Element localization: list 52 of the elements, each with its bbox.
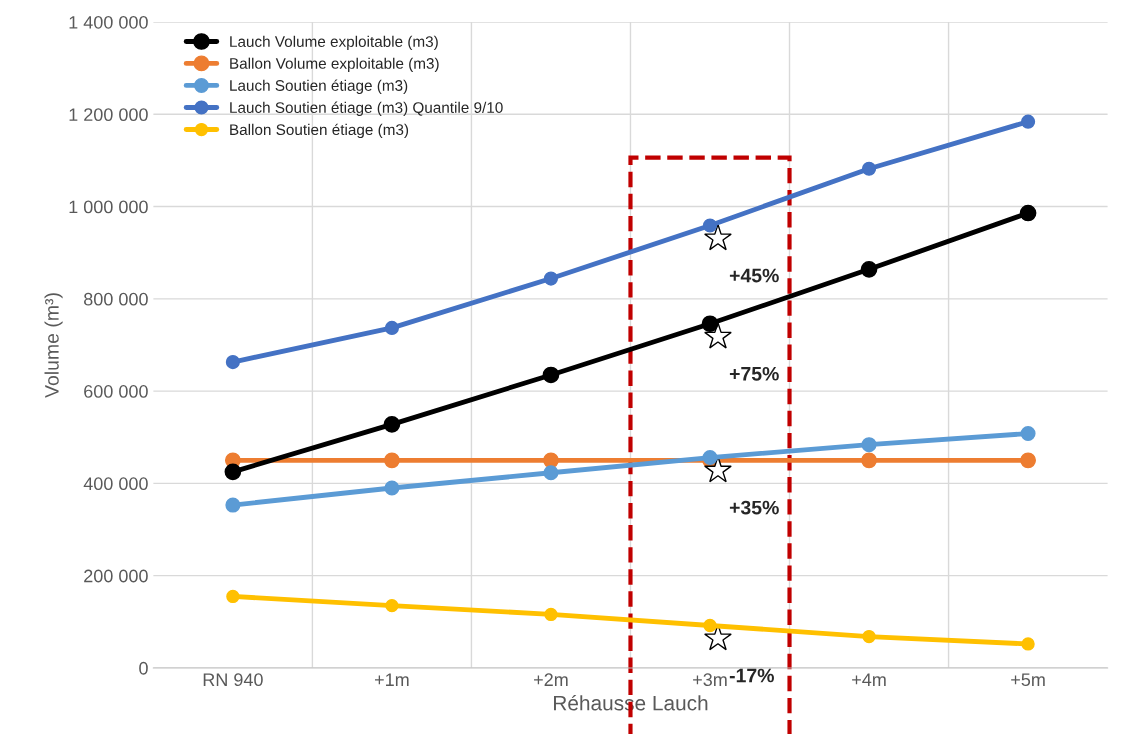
point xyxy=(860,260,878,278)
point xyxy=(1021,637,1035,651)
annotation: +45% xyxy=(729,268,779,283)
x-tick-label: +5m xyxy=(1011,673,1045,687)
point xyxy=(702,218,718,233)
point xyxy=(543,271,559,286)
y-tick-label: 400 000 xyxy=(83,477,148,491)
point xyxy=(861,161,877,176)
point xyxy=(861,437,877,453)
point xyxy=(544,607,558,622)
point xyxy=(385,598,399,613)
point xyxy=(384,480,400,496)
point xyxy=(1020,426,1036,442)
point xyxy=(1019,204,1037,222)
point xyxy=(861,452,877,469)
y-tick-label: 200 000 xyxy=(84,569,148,583)
y-tick-label: 1 400 000 xyxy=(69,15,148,29)
x-tick-label: +2m xyxy=(534,673,568,686)
legend-label: Ballon Volume exploitable (m3) xyxy=(230,57,439,72)
point xyxy=(1020,114,1036,129)
y-tick-label: 0 xyxy=(139,661,148,675)
point xyxy=(703,618,717,633)
point xyxy=(384,320,400,335)
point xyxy=(384,452,400,469)
legend-label: Lauch Soutien étiage (m3) xyxy=(230,79,408,94)
legend-label: Lauch Volume exploitable (m3) xyxy=(230,35,438,51)
point xyxy=(543,465,559,481)
y-tick-label: 600 000 xyxy=(84,385,148,398)
point xyxy=(1020,452,1036,469)
point xyxy=(542,366,560,384)
point xyxy=(225,354,240,370)
x-tick-label: RN 940 xyxy=(203,673,263,687)
y-tick-label: 800 000 xyxy=(84,292,148,306)
annotation: +75% xyxy=(729,366,779,381)
point xyxy=(701,315,719,333)
y-tick-label: 1 000 000 xyxy=(69,200,148,214)
point xyxy=(383,416,401,433)
x-axis-title: Réhausse Lauch xyxy=(554,694,708,711)
point xyxy=(224,463,242,481)
point xyxy=(225,497,241,513)
point xyxy=(226,589,240,604)
point xyxy=(543,452,559,469)
x-tick-label: +4m xyxy=(852,673,886,686)
legend-label: Lauch Soutien étiage (m3) Quantile 9/10 xyxy=(230,101,503,117)
y-axis-title: Volume (m³) xyxy=(44,293,63,398)
point xyxy=(862,629,876,644)
annotation: +35% xyxy=(729,500,779,515)
x-tick-label: +3m xyxy=(693,673,727,687)
legend-label: Ballon Soutien étiage (m3) xyxy=(230,123,409,139)
y-tick-label: 1 200 000 xyxy=(69,108,148,122)
x-tick-label: +1m xyxy=(374,673,409,686)
annotation: -17% xyxy=(729,668,774,683)
